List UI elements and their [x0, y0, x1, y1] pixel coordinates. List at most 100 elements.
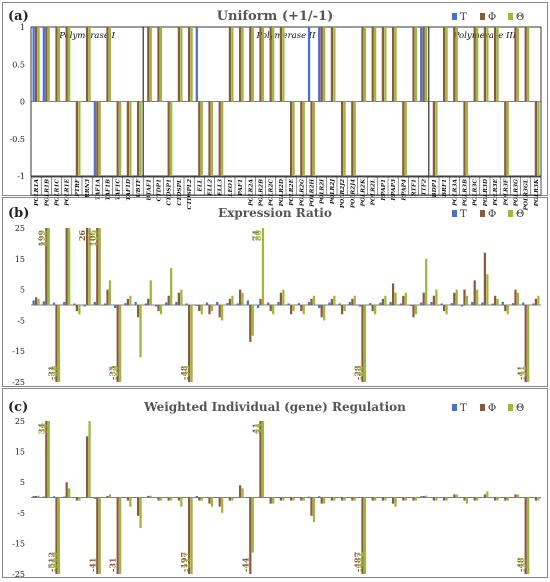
data-label: -31 [518, 366, 528, 380]
bar-phi [289, 305, 293, 315]
bar-theta [200, 305, 203, 315]
bar-t [420, 496, 423, 498]
gene-label: RPAP3 [391, 179, 397, 202]
bar-t [277, 301, 280, 305]
bar-t [226, 303, 229, 305]
bar-phi [453, 292, 456, 305]
bar-phi [453, 494, 456, 498]
gene-label: POLR3A [452, 179, 458, 207]
bar-theta [170, 101, 173, 176]
bar-theta [425, 27, 428, 102]
legend-swatch [480, 404, 485, 411]
bar-theta [119, 497, 122, 574]
bar-phi [402, 497, 405, 501]
bar-theta [384, 27, 387, 102]
bar-theta [170, 497, 173, 501]
bar-t [532, 303, 535, 305]
chart-title: Uniform (+1/-1) [217, 9, 334, 24]
bar-theta [435, 101, 438, 176]
bar-theta [323, 305, 326, 321]
gene-label: POLR2C [269, 179, 275, 207]
bar-theta [272, 305, 275, 315]
bar-theta [37, 27, 40, 102]
bar-t [93, 101, 96, 176]
y-tick-label: -5 [17, 316, 25, 325]
bar-theta [241, 27, 244, 102]
bar-phi [493, 497, 497, 501]
bar-phi [187, 305, 191, 382]
gene-label: POLR1C [55, 179, 61, 207]
bar-theta [98, 497, 101, 574]
bar-t [83, 305, 86, 307]
bar-t [73, 303, 76, 305]
bar-t [32, 495, 35, 498]
bar-t [52, 302, 56, 305]
bar-theta [47, 27, 50, 102]
bar-phi [514, 494, 517, 498]
bar-phi [269, 497, 272, 504]
bar-theta [170, 268, 173, 305]
bar-theta [221, 305, 224, 321]
bar-theta [180, 497, 183, 507]
bar-theta [486, 491, 489, 498]
gene-label: POLR3K [534, 178, 540, 207]
bar-phi [524, 305, 527, 382]
bar-theta [159, 497, 163, 501]
data-label: -217 [182, 552, 192, 572]
data-label: 34 [36, 423, 46, 435]
bar-phi [391, 283, 395, 305]
legend-label: Θ [516, 403, 524, 414]
bar-theta [129, 101, 132, 176]
bar-phi [371, 27, 374, 102]
bar-phi [504, 305, 507, 312]
y-tick-label: -0.5 [10, 135, 25, 144]
data-label: -26 [355, 365, 365, 380]
bar-phi [279, 27, 283, 102]
bar-phi [453, 27, 456, 102]
bar-phi [75, 305, 79, 312]
legend-label: Φ [488, 403, 496, 414]
gene-label: UBTF [136, 178, 142, 197]
bar-phi [259, 421, 262, 498]
bar-t [318, 496, 321, 498]
bar-phi [534, 298, 538, 305]
bar-phi [351, 298, 354, 305]
bar-phi [330, 27, 334, 102]
bar-phi [310, 298, 313, 305]
data-label: 129 [90, 230, 100, 247]
bar-t [144, 303, 147, 305]
gene-label: LEO1 [228, 179, 234, 198]
bar-theta [139, 101, 142, 176]
bar-phi [34, 495, 38, 498]
bar-phi [514, 27, 517, 102]
bar-theta [435, 289, 438, 305]
bar-t [307, 496, 311, 498]
bar-phi [136, 101, 140, 176]
bar-phi [136, 305, 140, 318]
gene-label: POLR1A [34, 179, 40, 207]
bar-theta [516, 27, 520, 102]
bar-phi [320, 497, 323, 504]
gene-label: CTDSP1 [167, 179, 173, 206]
gene-label: RPAP4 [401, 179, 407, 202]
y-tick-label: -15 [12, 539, 25, 548]
gene-label: RTF1 [412, 179, 418, 197]
gene-label: POLR3GL [524, 179, 530, 211]
bar-theta [129, 497, 132, 507]
gene-label: BTAF1 [146, 179, 152, 202]
bar-phi [381, 27, 385, 102]
bar-phi [208, 305, 211, 315]
bar-phi [351, 101, 354, 176]
bar-phi [34, 27, 38, 102]
bar-theta [496, 497, 499, 501]
bar-phi [279, 497, 283, 501]
bar-phi [361, 27, 364, 102]
y-tick-label: 15 [15, 255, 25, 264]
bar-theta [486, 274, 489, 305]
bar-phi [463, 101, 466, 176]
y-tick-label: 0.5 [12, 60, 25, 69]
bar-phi [187, 27, 191, 102]
bar-theta [394, 292, 397, 305]
gene-label: POLR2D [279, 179, 285, 207]
bar-t [93, 301, 96, 305]
